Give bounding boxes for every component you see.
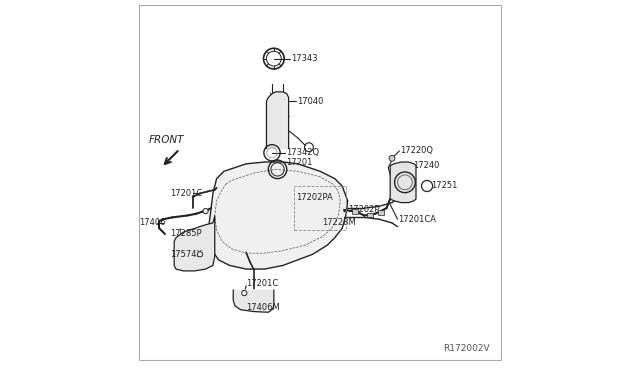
- PathPatch shape: [174, 215, 215, 271]
- Text: 17040: 17040: [297, 97, 323, 106]
- Text: 17220Q: 17220Q: [400, 147, 433, 155]
- Text: 17240: 17240: [413, 161, 440, 170]
- Bar: [367, 213, 372, 217]
- Circle shape: [197, 252, 203, 257]
- Bar: [378, 211, 384, 215]
- Circle shape: [203, 209, 208, 214]
- Text: 17202P: 17202P: [348, 205, 379, 215]
- Circle shape: [389, 155, 395, 161]
- Text: 17202PA: 17202PA: [296, 193, 333, 202]
- Text: 17406M: 17406M: [246, 303, 280, 312]
- Text: 17201: 17201: [285, 157, 312, 167]
- Circle shape: [242, 291, 247, 296]
- Bar: [352, 209, 358, 214]
- PathPatch shape: [233, 289, 274, 312]
- Text: 17201C: 17201C: [170, 189, 203, 198]
- Text: 17342Q: 17342Q: [285, 148, 319, 157]
- Text: R172002V: R172002V: [444, 344, 490, 353]
- Text: 17251: 17251: [431, 182, 457, 190]
- Text: 17201C: 17201C: [246, 279, 278, 288]
- Text: 17201CA: 17201CA: [398, 215, 436, 224]
- Text: 17343: 17343: [291, 54, 318, 63]
- PathPatch shape: [266, 92, 289, 149]
- PathPatch shape: [207, 162, 348, 269]
- Text: 17285P: 17285P: [170, 230, 202, 238]
- PathPatch shape: [390, 162, 416, 203]
- Text: 17228M: 17228M: [322, 218, 356, 227]
- Text: 17406: 17406: [139, 218, 166, 227]
- Text: FRONT: FRONT: [149, 135, 184, 145]
- Text: 17574X: 17574X: [170, 250, 203, 259]
